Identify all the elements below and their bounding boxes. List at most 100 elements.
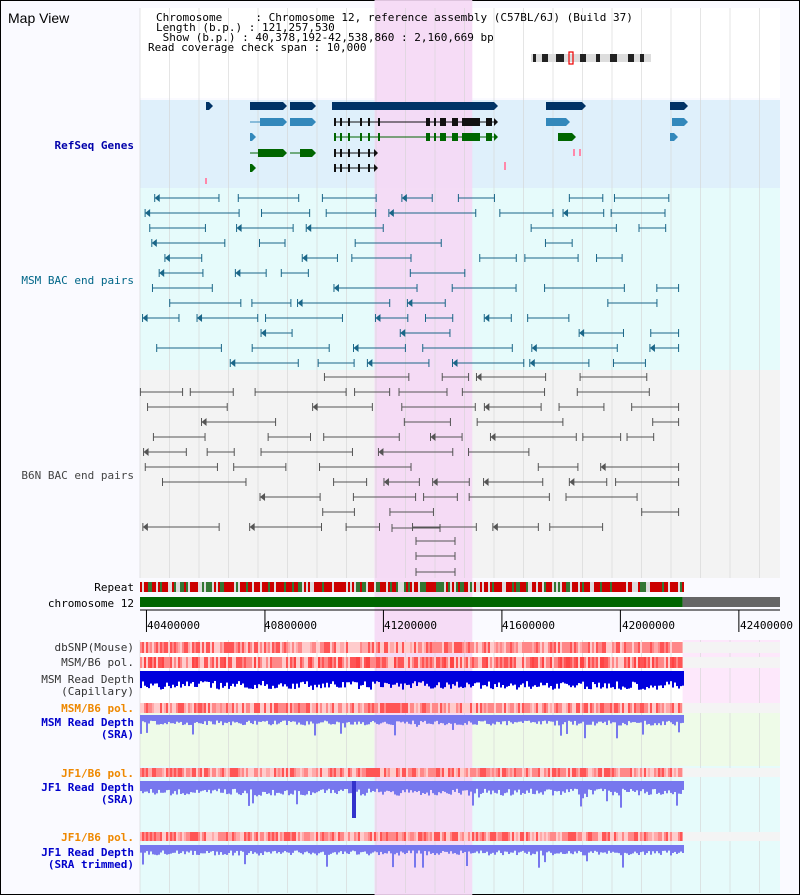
gene-exon [452, 118, 458, 126]
repeat-block [376, 582, 378, 592]
repeat-block [140, 582, 142, 592]
jf1-b6-pol-2-cell [482, 832, 484, 841]
track-label-msm-b6-pol-sra[interactable]: MSM/B6 pol. [61, 702, 134, 715]
jf1-b6-pol-cell [410, 768, 412, 777]
jf1-depth-sra-bar [194, 781, 196, 793]
repeat-block [454, 582, 456, 592]
msm-b6-pol-sra-cell [410, 703, 412, 713]
dbsnp-cell [344, 642, 346, 653]
dbsnp-cell [468, 642, 470, 653]
dbsnp-cell [502, 642, 504, 653]
msm-depth-cap-bar [224, 671, 226, 687]
msm-bac-pair-arrow [401, 194, 407, 202]
msm-b6-pol-cell [652, 657, 654, 668]
jf1-depth-trim-bar [544, 845, 546, 863]
jf1-b6-pol-cell [354, 768, 356, 777]
dbsnp-cell [456, 642, 458, 653]
track-label-dbsnp[interactable]: dbSNP(Mouse) [54, 641, 134, 654]
repeat-block [158, 582, 160, 592]
msm-b6-pol-sra-cell [628, 703, 630, 713]
msm-depth-sra-bar [306, 715, 308, 722]
jf1-depth-sra-bar [250, 781, 252, 790]
gene-exon [670, 133, 674, 141]
msm-bac-pair-arrow [531, 344, 537, 352]
msm-depth-sra-bar [654, 715, 656, 724]
jf1-b6-pol-2-cell [470, 832, 472, 841]
msm-depth-sra-bar [292, 715, 294, 722]
jf1-b6-pol-cell [504, 768, 506, 777]
msm-depth-sra-bar [560, 715, 562, 736]
jf1-b6-pol-cell-tail [682, 768, 780, 777]
jf1-b6-pol-2-cell [400, 832, 402, 841]
dbsnp-cell [370, 642, 372, 653]
msm-depth-sra-bar [630, 715, 632, 723]
ideogram[interactable] [530, 53, 652, 63]
track-label-b6n-bac[interactable]: B6N BAC end pairs [21, 469, 134, 482]
msm-depth-cap-bar [436, 671, 438, 686]
msm-b6-pol-cell [312, 657, 314, 668]
jf1-b6-pol-2-cell [370, 832, 372, 841]
msm-b6-pol-cell [488, 657, 490, 668]
jf1-b6-pol-cell [600, 768, 602, 777]
msm-depth-sra-bar [404, 715, 406, 724]
msm-b6-pol-cell [344, 657, 346, 668]
msm-b6-pol-sra-cell [382, 703, 384, 713]
msm-depth-sra-bar [164, 715, 166, 724]
jf1-depth-sra-bar [300, 781, 302, 795]
jf1-depth-sra-bar [570, 781, 572, 790]
jf1-depth-trim-bar [642, 845, 644, 852]
ideogram-band [640, 54, 644, 62]
msm-depth-sra-bar [350, 715, 352, 725]
msm-b6-pol-sra-cell [494, 703, 496, 713]
jf1-depth-trim-bar [410, 845, 412, 854]
msm-depth-sra-bar [152, 715, 154, 722]
jf1-depth-trim-bar [634, 845, 636, 852]
jf1-b6-pol-cell [654, 768, 656, 777]
repeat-block [256, 582, 258, 592]
msm-depth-cap-bar [244, 671, 246, 688]
track-label-jf1-depth-sra-1[interactable]: JF1 Read Depth [41, 781, 134, 794]
jf1-b6-pol-2-cell [186, 832, 188, 841]
repeat-block [568, 582, 570, 592]
jf1-depth-trim-bar [498, 845, 500, 851]
msm-depth-cap-bar [360, 671, 362, 686]
msm-depth-sra-bar [554, 715, 556, 726]
msm-b6-pol-sra-cell [582, 703, 584, 713]
dbsnp-cell [534, 642, 536, 653]
jf1-depth-sra-bar [520, 781, 522, 795]
jf1-depth-sra-bar [302, 781, 304, 796]
track-label-msm-depth-cap-1[interactable]: MSM Read Depth [41, 673, 134, 686]
jf1-depth-trim-bar [496, 845, 498, 853]
dbsnp-cell [596, 642, 598, 653]
repeat-block [662, 582, 664, 592]
msm-b6-pol-cell [544, 657, 546, 668]
track-label-jf1-b6-pol[interactable]: JF1/B6 pol. [61, 767, 134, 780]
msm-depth-sra-bar [442, 715, 444, 724]
track-label-msm-b6-pol[interactable]: MSM/B6 pol. [61, 656, 134, 669]
jf1-depth-sra-bar [148, 781, 150, 794]
jf1-depth-trim-bar [646, 845, 648, 854]
dbsnp-cell [342, 642, 344, 653]
jf1-b6-pol-cell [160, 768, 162, 777]
track-label-jf1-b6-pol-2[interactable]: JF1/B6 pol. [61, 831, 134, 844]
track-label-jf1-depth-trim-1[interactable]: JF1 Read Depth [41, 846, 134, 859]
jf1-depth-sra-bar [318, 781, 320, 792]
repeat-block [588, 582, 590, 592]
msm-depth-cap-bar [662, 671, 664, 689]
msm-b6-pol-sra-cell [474, 703, 476, 713]
repeat-block [320, 582, 322, 592]
msm-depth-cap-bar [318, 671, 320, 685]
track-label-refseq[interactable]: RefSeq Genes [54, 139, 134, 152]
track-label-msm-depth-sra-1[interactable]: MSM Read Depth [41, 716, 134, 729]
msm-depth-cap-bar [394, 671, 396, 685]
msm-depth-cap-bar [580, 671, 582, 684]
msm-b6-pol-cell [432, 657, 434, 668]
track-label-msm-bac[interactable]: MSM BAC end pairs [21, 274, 134, 287]
jf1-b6-pol-cell [558, 768, 560, 777]
msm-depth-sra-bar [188, 715, 190, 726]
repeat-block [170, 582, 172, 592]
dbsnp-cell [646, 642, 648, 653]
jf1-b6-pol-cell [324, 768, 326, 777]
jf1-b6-pol-cell [190, 768, 192, 777]
gene-exon [368, 164, 370, 172]
